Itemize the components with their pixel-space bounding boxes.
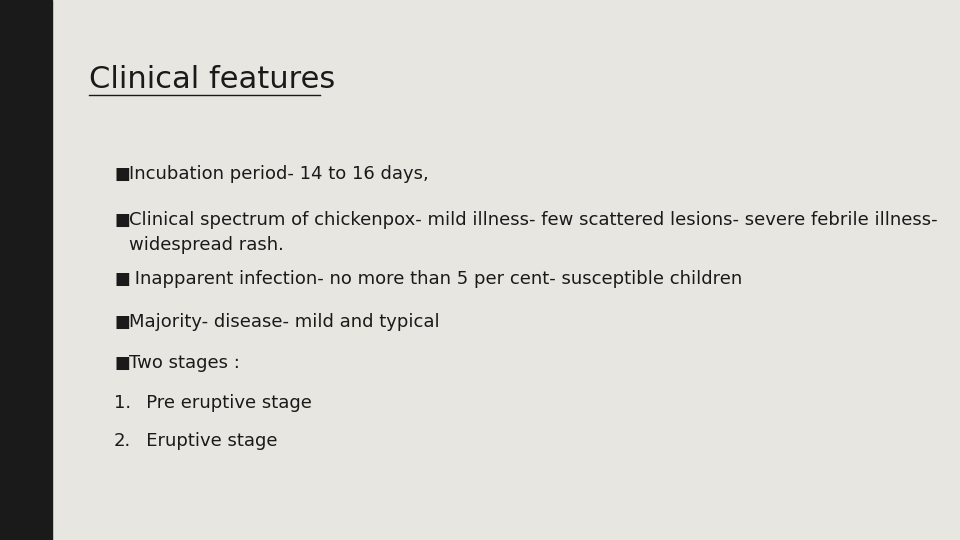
Text: Pre eruptive stage: Pre eruptive stage <box>130 394 312 412</box>
Text: ■: ■ <box>114 165 130 183</box>
Text: ■: ■ <box>114 313 130 331</box>
Bar <box>0 0 53 540</box>
Text: Clinical features: Clinical features <box>88 65 335 94</box>
Text: Eruptive stage: Eruptive stage <box>130 432 278 450</box>
Text: Incubation period- 14 to 16 days,: Incubation period- 14 to 16 days, <box>130 165 429 183</box>
Text: Majority- disease- mild and typical: Majority- disease- mild and typical <box>130 313 440 331</box>
Text: Inapparent infection- no more than 5 per cent- susceptible children: Inapparent infection- no more than 5 per… <box>130 270 743 288</box>
Text: 1.: 1. <box>114 394 132 412</box>
Text: Two stages :: Two stages : <box>130 354 240 372</box>
Text: Clinical spectrum of chickenpox- mild illness- few scattered lesions- severe feb: Clinical spectrum of chickenpox- mild il… <box>130 211 938 254</box>
Text: 2.: 2. <box>114 432 132 450</box>
Text: ■: ■ <box>114 354 130 372</box>
Text: ■: ■ <box>114 211 130 228</box>
Text: ■: ■ <box>114 270 130 288</box>
